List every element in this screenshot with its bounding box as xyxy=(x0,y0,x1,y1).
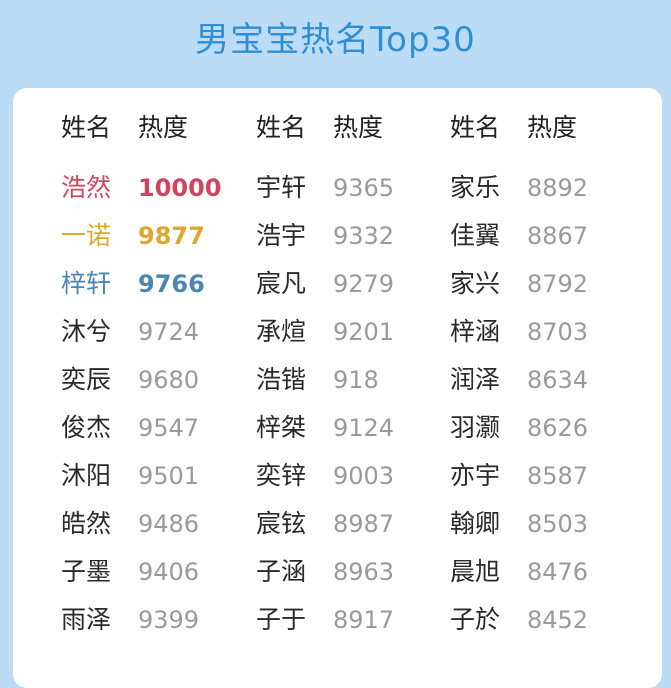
heat-score: 8626 xyxy=(527,414,589,442)
heat-score: 8917 xyxy=(333,606,395,634)
heat-score: 8634 xyxy=(527,366,589,394)
baby-name: 浩然 xyxy=(61,173,112,202)
heat-score: 9724 xyxy=(138,318,200,346)
baby-name: 羽灏 xyxy=(450,413,501,442)
heat-score: 9486 xyxy=(138,510,200,538)
baby-name: 梓桀 xyxy=(256,413,307,442)
baby-name: 沐兮 xyxy=(61,317,112,346)
heat-score: 9365 xyxy=(333,174,395,202)
heat-score: 9547 xyxy=(138,414,200,442)
baby-name: 承煊 xyxy=(256,317,307,346)
heat-score: 9332 xyxy=(333,222,395,250)
baby-name: 梓轩 xyxy=(61,269,112,298)
baby-name: 雨泽 xyxy=(61,605,112,634)
heat-score: 9766 xyxy=(138,270,205,298)
baby-name: 家兴 xyxy=(450,269,501,298)
baby-name: 家乐 xyxy=(450,173,501,202)
page-title: 男宝宝热名Top30 xyxy=(195,20,476,60)
baby-name: 子于 xyxy=(256,605,307,634)
baby-name: 奕锌 xyxy=(256,461,307,490)
heat-score: 9201 xyxy=(333,318,395,346)
baby-name: 润泽 xyxy=(450,365,501,394)
heat-score: 9680 xyxy=(138,366,200,394)
baby-name: 奕辰 xyxy=(61,365,112,394)
heat-score: 9279 xyxy=(333,270,395,298)
heat-score: 10000 xyxy=(138,174,222,202)
heat-score: 8792 xyxy=(527,270,589,298)
baby-name: 晨旭 xyxy=(450,557,501,586)
heat-score: 8452 xyxy=(527,606,589,634)
baby-name: 翰卿 xyxy=(450,509,501,538)
heat-score: 8963 xyxy=(333,558,395,586)
heat-score: 8867 xyxy=(527,222,589,250)
column-header-name: 姓名 xyxy=(256,113,307,142)
column-header-heat: 热度 xyxy=(527,113,578,142)
heat-score: 8892 xyxy=(527,174,589,202)
heat-score: 8703 xyxy=(527,318,589,346)
name-ranking-card: 姓名 热度 浩然 10000 一诺 9877 梓轩 9766 沐兮 9724 奕辰 9680 俊杰 9… xyxy=(13,88,662,688)
column-header-heat: 热度 xyxy=(333,113,384,142)
heat-score: 8503 xyxy=(527,510,589,538)
baby-name: 子於 xyxy=(450,605,501,634)
column-header-name: 姓名 xyxy=(61,113,112,142)
baby-name: 宸凡 xyxy=(256,269,307,298)
heat-score: 9003 xyxy=(333,462,395,490)
baby-name: 梓涵 xyxy=(450,317,501,346)
heat-score: 9406 xyxy=(138,558,200,586)
heat-score: 8987 xyxy=(333,510,395,538)
baby-name: 浩锴 xyxy=(256,365,307,394)
heat-score: 8587 xyxy=(527,462,589,490)
heat-score: 9124 xyxy=(333,414,395,442)
baby-name: 宸铉 xyxy=(256,509,307,538)
baby-name: 子墨 xyxy=(61,557,112,586)
baby-name: 一诺 xyxy=(61,221,112,250)
baby-name: 子涵 xyxy=(256,557,307,586)
baby-name: 沐阳 xyxy=(61,461,112,490)
heat-score: 8476 xyxy=(527,558,589,586)
column-header-name: 姓名 xyxy=(450,113,501,142)
column-header-heat: 热度 xyxy=(138,113,189,142)
heat-score: 9501 xyxy=(138,462,200,490)
baby-name: 佳翼 xyxy=(450,221,501,250)
heat-score: 9399 xyxy=(138,606,200,634)
baby-name: 皓然 xyxy=(61,509,112,538)
baby-name: 俊杰 xyxy=(61,413,112,442)
baby-name: 浩宇 xyxy=(256,221,307,250)
baby-name: 亦宇 xyxy=(450,461,501,490)
heat-score: 9877 xyxy=(138,222,205,250)
heat-score: 918 xyxy=(333,366,379,394)
baby-name: 宇轩 xyxy=(256,173,307,202)
